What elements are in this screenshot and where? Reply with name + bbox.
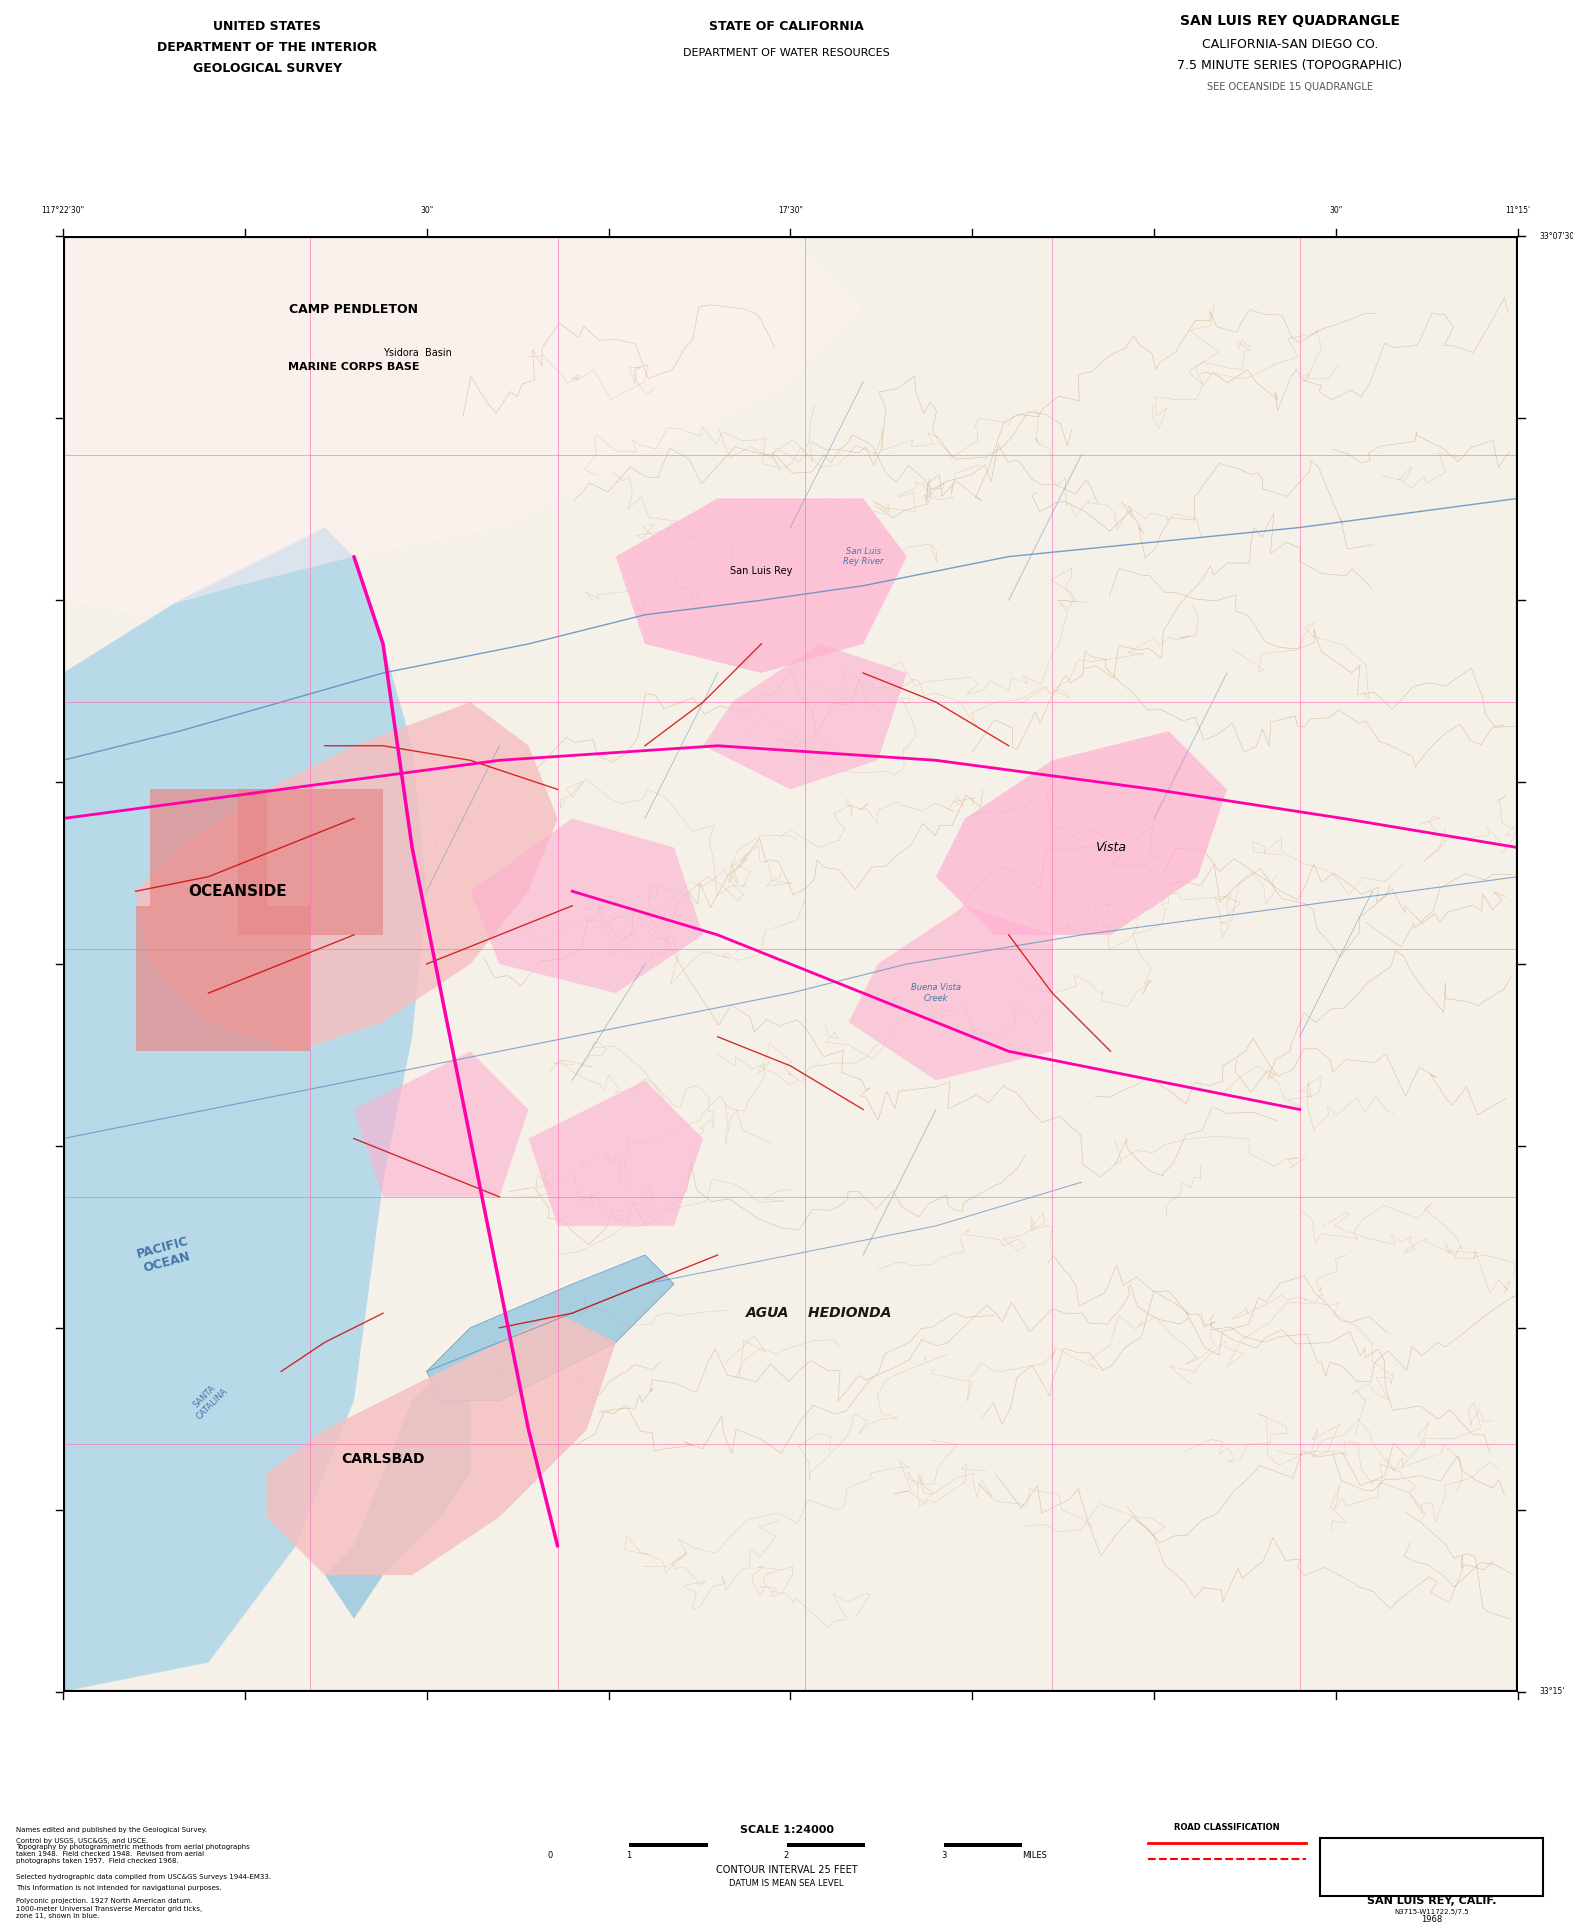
Polygon shape: [326, 1371, 470, 1620]
Text: Ysidora  Basin: Ysidora Basin: [384, 347, 451, 359]
Polygon shape: [470, 819, 703, 993]
Text: MARINE CORPS BASE: MARINE CORPS BASE: [288, 362, 420, 372]
Text: Selected hydrographic data compiled from USC&GS Surveys 1944-EM33.: Selected hydrographic data compiled from…: [16, 1874, 271, 1880]
Polygon shape: [615, 499, 906, 673]
Text: DEPARTMENT OF WATER RESOURCES: DEPARTMENT OF WATER RESOURCES: [683, 48, 890, 58]
Text: SANTA
CATALINA: SANTA CATALINA: [187, 1379, 230, 1421]
Text: Primary Hwy.: Primary Hwy.: [1321, 1839, 1367, 1847]
Text: 30": 30": [420, 206, 433, 214]
Text: SAN LUIS REY QUADRANGLE: SAN LUIS REY QUADRANGLE: [1180, 13, 1400, 29]
Text: SAN LUIS REY, CALIF.: SAN LUIS REY, CALIF.: [1367, 1897, 1496, 1907]
Polygon shape: [63, 237, 864, 615]
Text: San Luis Rey: San Luis Rey: [730, 567, 793, 576]
Text: SEE OCEANSIDE 15 QUADRANGLE: SEE OCEANSIDE 15 QUADRANGLE: [1206, 83, 1373, 93]
Polygon shape: [426, 1255, 673, 1400]
Bar: [708, 1843, 786, 1847]
Text: MILES: MILES: [1022, 1851, 1048, 1861]
Polygon shape: [703, 644, 906, 789]
Text: Names edited and published by the Geological Survey.: Names edited and published by the Geolog…: [16, 1828, 208, 1834]
Text: Topography by photogrammetric methods from aerial photographs
taken 1948.  Field: Topography by photogrammetric methods fr…: [16, 1843, 250, 1864]
Polygon shape: [266, 1313, 615, 1575]
Text: CALIFORNIA-SAN DIEGO CO.: CALIFORNIA-SAN DIEGO CO.: [1202, 39, 1378, 50]
Text: CONTOUR INTERVAL 25 FEET: CONTOUR INTERVAL 25 FEET: [716, 1864, 857, 1874]
Text: MAP ARCHIVES: MAP ARCHIVES: [1402, 1843, 1461, 1849]
Text: Secondary Hwy.: Secondary Hwy.: [1321, 1857, 1376, 1862]
Polygon shape: [529, 1080, 703, 1226]
Text: AGUA    HEDIONDA: AGUA HEDIONDA: [746, 1305, 893, 1321]
Text: Control by USGS, USC&GS, and USCE.: Control by USGS, USC&GS, and USCE.: [16, 1837, 148, 1843]
Text: ROAD CLASSIFICATION: ROAD CLASSIFICATION: [1173, 1822, 1280, 1832]
Bar: [151, 789, 266, 906]
Text: Polyconic projection. 1927 North American datum.: Polyconic projection. 1927 North America…: [16, 1899, 192, 1905]
Bar: [865, 1843, 944, 1847]
Text: DEPARTMENT OF THE INTERIOR: DEPARTMENT OF THE INTERIOR: [157, 40, 378, 54]
Text: 30": 30": [1329, 206, 1343, 214]
Text: CARLSBAD: CARLSBAD: [341, 1452, 425, 1465]
Text: N3715-W11722.5/7.5: N3715-W11722.5/7.5: [1394, 1909, 1469, 1915]
Text: SCALE 1:24000: SCALE 1:24000: [739, 1826, 834, 1835]
Text: 17'30": 17'30": [779, 206, 802, 214]
Text: San Luis
Rey River: San Luis Rey River: [843, 548, 884, 567]
Bar: [551, 1843, 1022, 1847]
Bar: [238, 789, 384, 935]
Polygon shape: [354, 1051, 529, 1197]
Text: AUG 2 0 1996: AUG 2 0 1996: [1400, 1855, 1463, 1864]
Polygon shape: [849, 906, 1052, 1080]
Text: 1000-meter Universal Transverse Mercator grid ticks,
zone 11, shown in blue.: 1000-meter Universal Transverse Mercator…: [16, 1905, 201, 1918]
Bar: [135, 906, 310, 1051]
Text: 7.5 MINUTE SERIES (TOPOGRAPHIC): 7.5 MINUTE SERIES (TOPOGRAPHIC): [1177, 60, 1403, 71]
Text: OCEANSIDE: OCEANSIDE: [189, 883, 286, 898]
Polygon shape: [63, 528, 426, 1691]
Polygon shape: [936, 731, 1227, 935]
Text: GEOLOGICAL SURVEY: GEOLOGICAL SURVEY: [193, 62, 341, 75]
FancyBboxPatch shape: [1320, 1837, 1543, 1897]
Text: 0: 0: [547, 1851, 554, 1861]
Text: 1: 1: [626, 1851, 632, 1861]
Text: 2: 2: [783, 1851, 790, 1861]
Text: 33°07'30": 33°07'30": [1540, 231, 1573, 241]
Text: PACIFIC
OCEAN: PACIFIC OCEAN: [135, 1234, 193, 1276]
Bar: [551, 1843, 629, 1847]
Text: 33°15': 33°15': [1540, 1687, 1565, 1697]
Text: Vista: Vista: [1095, 841, 1126, 854]
Text: This information is not intended for navigational purposes.: This information is not intended for nav…: [16, 1886, 222, 1891]
Text: 1968: 1968: [1420, 1915, 1442, 1924]
Text: Buena Vista
Creek: Buena Vista Creek: [911, 983, 961, 1003]
Text: 3: 3: [941, 1851, 947, 1861]
Text: CAMP PENDLETON: CAMP PENDLETON: [289, 303, 418, 316]
Text: REC'D FILE COPY: REC'D FILE COPY: [1386, 1870, 1477, 1880]
Text: 11°15': 11°15': [1505, 206, 1531, 214]
Text: DATUM IS MEAN SEA LEVEL: DATUM IS MEAN SEA LEVEL: [730, 1880, 843, 1888]
Text: 117°22'30": 117°22'30": [41, 206, 85, 214]
Text: UNITED STATES: UNITED STATES: [214, 19, 321, 33]
Text: STATE OF CALIFORNIA: STATE OF CALIFORNIA: [709, 19, 864, 33]
Polygon shape: [135, 702, 557, 1051]
